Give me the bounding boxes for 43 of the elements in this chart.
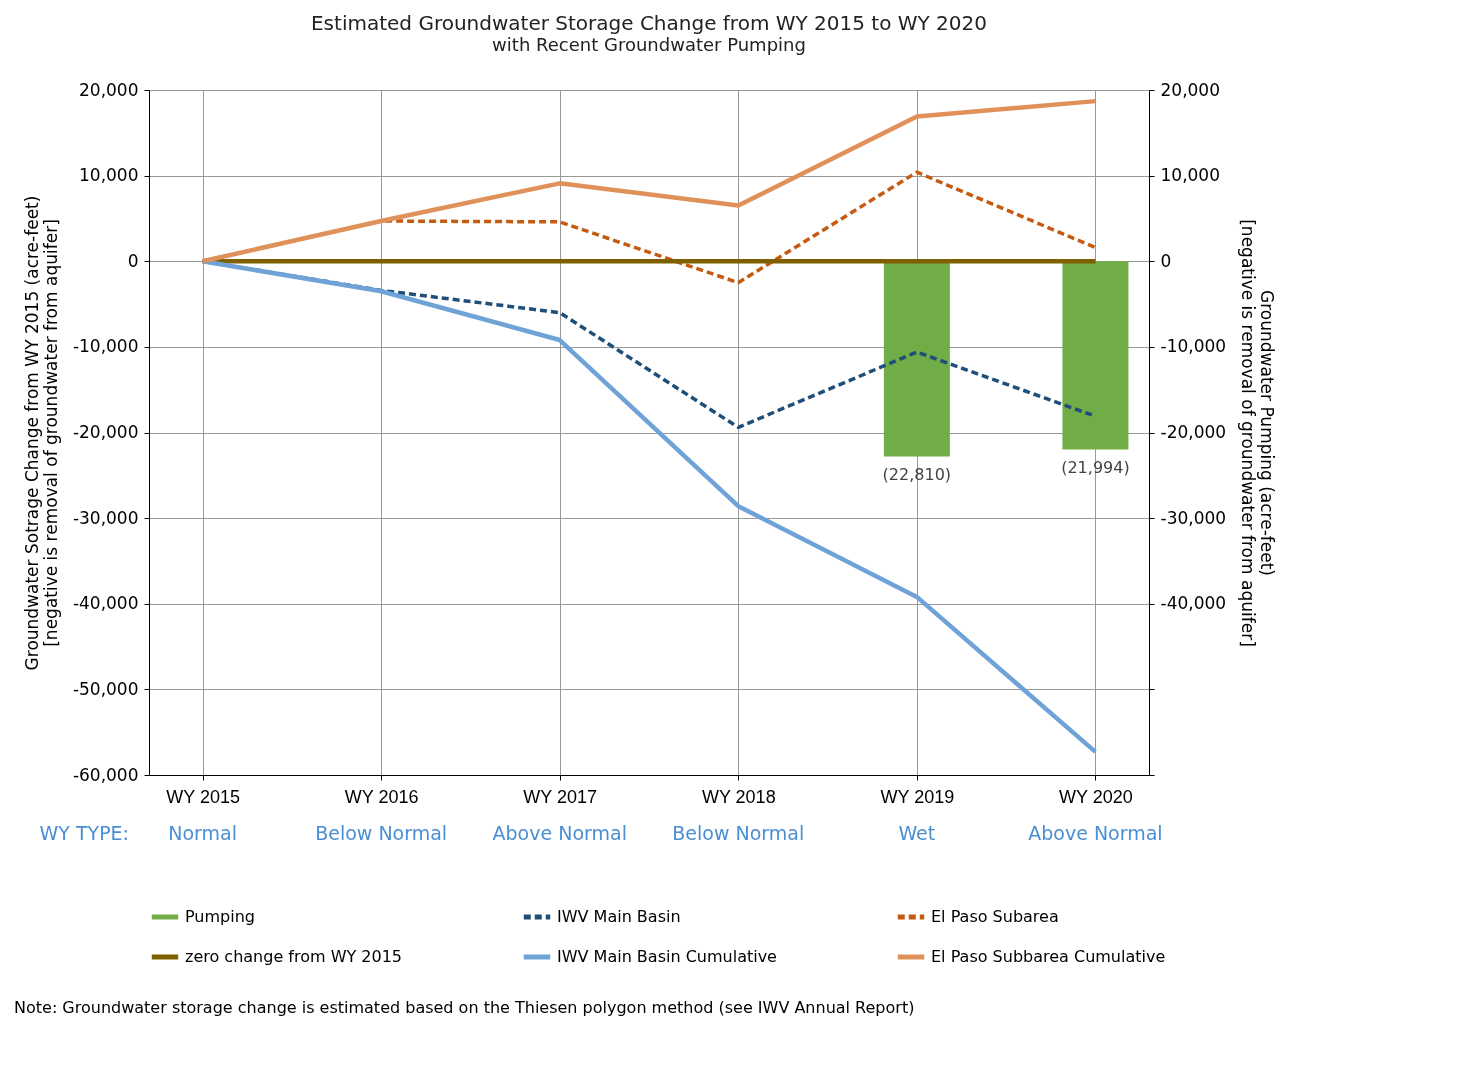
x-tick-label: WY 2015 (166, 786, 240, 807)
y2-tick-label: 20,000 (1160, 79, 1220, 100)
y2-tick-label: -10,000 (1160, 336, 1227, 357)
y-tick-label: 10,000 (79, 165, 139, 186)
legend-label: IWV Main Basin Cumulative (557, 947, 777, 966)
y-tick-label: -50,000 (72, 678, 139, 699)
x-tick-label: WY 2019 (880, 786, 955, 807)
text: Note: Groundwater storage change is estimated based on the Thiesen polygon method (see IWV Annual Report) (14, 998, 915, 1017)
text: Normal (168, 822, 237, 844)
text: Wet (898, 822, 936, 844)
y-axis-title: Groundwater Sotrage Change from WY 2015 (acre-feet) [negative is removal of groundwater from aquifer] (21, 195, 61, 671)
chart-subtitle: with Recent Groundwater Pumping (492, 34, 806, 55)
legend-label: El Paso Subarea (931, 907, 1059, 926)
line-series (200, 98, 1098, 264)
y-tick-label: -20,000 (72, 422, 139, 442)
text: Below Normal (315, 822, 448, 844)
text: Above Normal (492, 822, 627, 844)
y-tick-label: 20,000 (79, 79, 139, 100)
x-tick-label: WY 2020 (1059, 786, 1133, 807)
y-tick-label: -30,000 (72, 507, 139, 528)
y2-tick-label: 0 (1160, 250, 1172, 271)
y-tick-label: -10,000 (72, 336, 139, 357)
legend-label: Pumping (185, 907, 255, 926)
x-tick-label: WY 2017 (523, 786, 598, 807)
text: WY TYPE: (39, 822, 129, 844)
x-tick-label: WY 2016 (344, 786, 419, 807)
legend-label: IWV Main Basin (557, 907, 681, 926)
chart-title: Estimated Groundwater Storage Change from WY 2015 to WY 2020 (310, 11, 988, 35)
y2-tick-label: -20,000 (1160, 422, 1227, 442)
y-tick-label: -40,000 (72, 593, 139, 614)
y2-tick-label: 10,000 (1160, 165, 1220, 186)
data-label: (21,994) (1061, 457, 1130, 477)
y-tick-label: -60,000 (72, 764, 139, 785)
legend-label: zero change from WY 2015 (185, 947, 403, 966)
text: Below Normal (672, 822, 805, 844)
x-tick-label: WY 2018 (701, 786, 776, 807)
y2-tick-label: -40,000 (1160, 593, 1227, 614)
y2-axis-title: Groundwater Pumping (acre-feet) [negative is removal of groundwater from aquifer] (1238, 219, 1278, 647)
y2-tick-label: -30,000 (1160, 507, 1227, 528)
legend-label: El Paso Subbarea Cumulative (931, 947, 1166, 966)
y-tick-label: 0 (127, 250, 139, 271)
data-label: (22,810) (882, 464, 952, 484)
text: Above Normal (1028, 822, 1163, 844)
